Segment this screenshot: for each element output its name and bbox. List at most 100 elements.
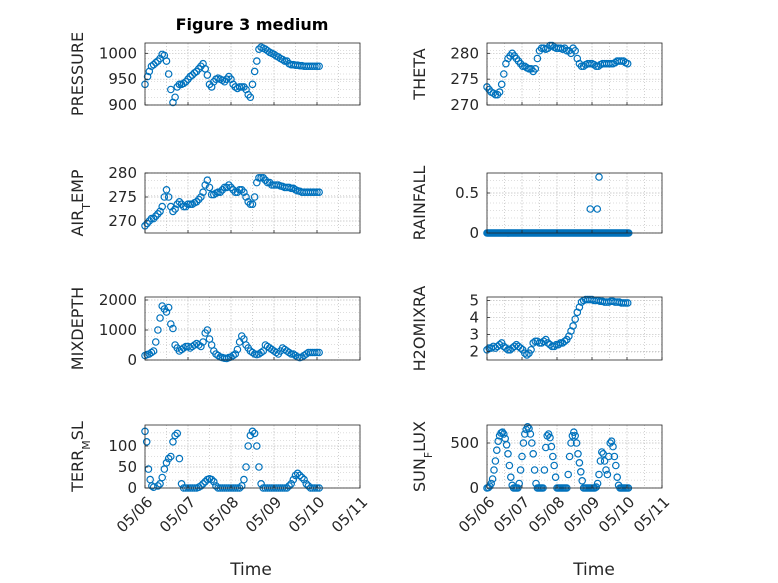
data-point <box>252 57 261 65</box>
data-point <box>173 429 182 438</box>
data-point <box>502 440 511 449</box>
x-tick-label: 05/06 <box>455 493 498 536</box>
data-point <box>175 198 184 206</box>
y-tick-label: 100 <box>108 437 137 455</box>
data-point <box>569 428 578 437</box>
x-axis-label-right: Time <box>572 560 615 580</box>
data-point <box>149 214 158 223</box>
data-point <box>546 41 554 50</box>
data-point <box>162 186 171 194</box>
data-point <box>515 479 524 488</box>
data-point <box>287 184 296 193</box>
y-axis-label: MIXDEPTH <box>68 287 87 370</box>
data-point <box>237 186 246 194</box>
data-point <box>548 452 557 461</box>
data-point <box>233 345 242 354</box>
data-point <box>259 174 268 182</box>
data-point <box>175 80 184 89</box>
data-point <box>246 431 255 440</box>
data-point <box>293 469 302 478</box>
data-point <box>154 482 162 490</box>
subplot-mixdepth: 0 1000 2000 MIXDEPTH <box>68 287 361 370</box>
data-point <box>623 59 632 68</box>
y-tick-label: 4 <box>469 308 479 326</box>
y-tick-label: 0 <box>469 479 479 497</box>
data-point <box>167 452 175 461</box>
axes-box <box>486 296 663 361</box>
data-point <box>492 446 501 455</box>
data-point <box>595 470 603 479</box>
data-point <box>252 442 261 450</box>
data-point <box>490 466 498 474</box>
y-axis-label: RAINFALL <box>410 166 429 241</box>
data-point <box>495 88 504 96</box>
data-point <box>162 458 171 467</box>
data-point <box>311 348 319 357</box>
data-point <box>313 348 321 357</box>
data-point <box>577 62 586 71</box>
data-point <box>231 350 240 358</box>
data-point <box>527 439 536 447</box>
data-point <box>171 431 179 440</box>
data-point <box>164 303 173 312</box>
y-tick-label: 270 <box>450 96 479 114</box>
data-point <box>287 350 296 358</box>
y-axis-label: PRESSURE <box>68 32 87 116</box>
data-point <box>529 449 538 458</box>
data-point <box>497 80 506 89</box>
data-point <box>546 433 554 442</box>
data-point <box>572 439 581 447</box>
data-point <box>520 430 529 438</box>
y-tick-label: 280 <box>450 44 479 62</box>
data-point <box>272 348 280 357</box>
data-point <box>300 475 308 484</box>
x-tick-label: 05/08 <box>199 493 242 536</box>
data-point <box>248 200 257 209</box>
data-point <box>592 62 601 71</box>
data-point <box>203 326 212 334</box>
data-point <box>244 442 253 450</box>
data-point <box>199 338 207 346</box>
data-point <box>231 188 240 197</box>
data-point <box>569 322 577 330</box>
data-point <box>169 207 177 216</box>
data-point <box>523 351 531 359</box>
data-point <box>498 428 507 437</box>
data-point <box>593 205 602 213</box>
data-point <box>600 457 609 465</box>
data-point <box>527 345 535 354</box>
data-point <box>257 479 265 488</box>
data-point <box>164 193 173 201</box>
data-point <box>596 457 605 465</box>
data-point <box>494 437 503 446</box>
data-point <box>504 345 512 354</box>
data-point <box>171 205 179 213</box>
y-tick-label: 275 <box>450 70 479 88</box>
data-point <box>203 71 212 79</box>
axes-box <box>144 42 361 106</box>
data-point <box>564 470 573 479</box>
x-tick-label: 05/09 <box>242 493 285 536</box>
data-point <box>175 454 184 463</box>
data-point <box>207 190 216 199</box>
data-point <box>315 348 323 357</box>
data-point <box>235 83 244 91</box>
data-point <box>499 430 508 438</box>
data-point <box>229 351 237 360</box>
data-point <box>597 448 606 456</box>
data-point <box>617 57 626 65</box>
axes-box <box>486 172 663 234</box>
data-point <box>488 475 497 483</box>
data-point <box>194 195 203 204</box>
data-point <box>173 200 182 209</box>
subplot-pressure: 900 950 1000 PRESSURE <box>68 32 361 116</box>
data-point <box>154 326 162 334</box>
x-tick-label: 05/07 <box>156 493 199 536</box>
data-point <box>199 479 207 488</box>
data-point <box>218 76 227 85</box>
data-point <box>518 62 527 71</box>
data-point <box>613 473 622 482</box>
y-tick-label: 3 <box>469 325 479 343</box>
data-point <box>506 473 515 482</box>
data-point <box>227 183 235 192</box>
